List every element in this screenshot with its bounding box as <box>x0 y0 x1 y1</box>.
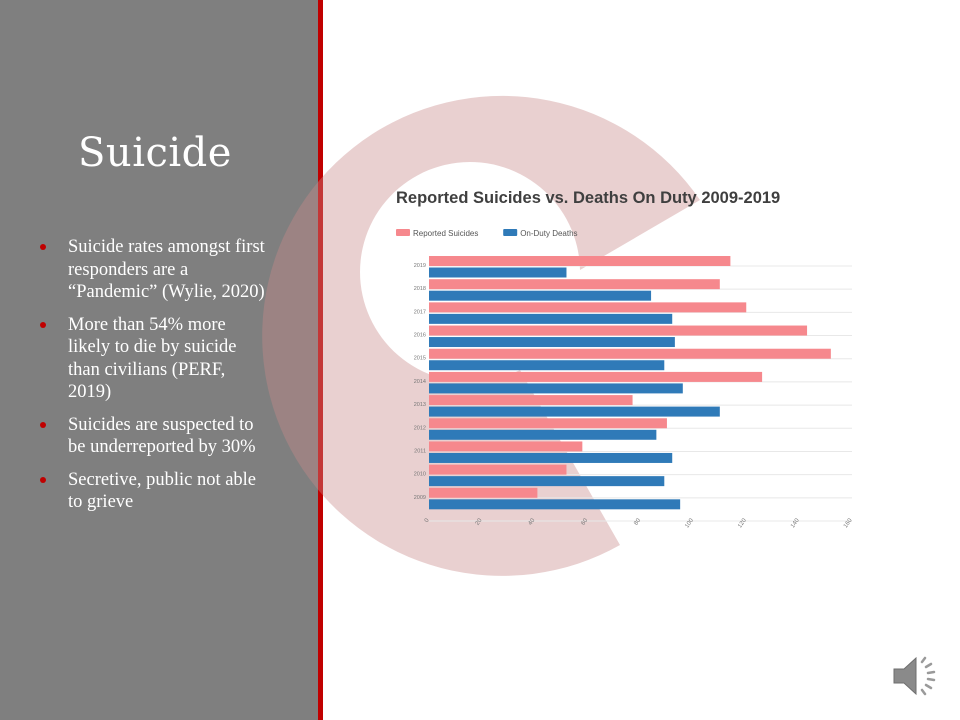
bar-reported-suicides <box>429 325 808 336</box>
bullet-item: Secretive, public not able to grieve <box>38 469 270 514</box>
bullet-item: Suicides are suspected to be underreport… <box>38 414 270 459</box>
slide-title: Suicide <box>78 130 232 176</box>
y-tick-label: 2012 <box>414 425 426 431</box>
y-axis-labels: 2019 2018 2017 2016 2015 2014 2013 2012 2011 2010… <box>414 263 426 501</box>
bar-reported-suicides <box>429 256 731 266</box>
bullet-dot <box>40 476 46 483</box>
bar-reported-suicides <box>429 464 567 475</box>
bullet-text: Suicides are suspected to be underreport… <box>68 414 256 458</box>
legend-swatch <box>503 229 518 236</box>
bar-reported-suicides <box>429 395 633 406</box>
watermark-arc <box>262 95 700 576</box>
chart-bars <box>429 256 831 510</box>
left-panel <box>0 0 318 720</box>
y-tick-label: 2009 <box>414 495 426 501</box>
bar-on-duty-deaths <box>429 360 665 371</box>
x-tick-label: 20 <box>475 517 484 526</box>
bullet-dot <box>40 244 46 250</box>
x-tick-label: 100 <box>684 517 695 529</box>
bullet-list: Suicide rates amongst first responders a… <box>38 236 270 524</box>
x-tick-label: 0 <box>424 517 431 524</box>
y-tick-label: 2015 <box>414 356 426 362</box>
y-tick-label: 2014 <box>414 379 426 385</box>
bar-on-duty-deaths <box>429 406 720 417</box>
bullet-dot <box>40 321 46 328</box>
legend-label: On-Duty Deaths <box>520 229 577 238</box>
y-tick-label: 2017 <box>414 309 426 315</box>
divider <box>318 0 323 720</box>
legend-label: Reported Suicides <box>413 229 478 238</box>
bar-on-duty-deaths <box>429 476 665 487</box>
bar-on-duty-deaths <box>429 499 681 510</box>
bar-reported-suicides <box>429 348 831 359</box>
y-tick-label: 2013 <box>414 402 426 408</box>
y-tick-label: 2016 <box>414 333 426 339</box>
y-tick-label: 2010 <box>414 472 426 478</box>
bar-on-duty-deaths <box>429 383 683 394</box>
bullet-text: Suicide rates amongst first responders a… <box>68 237 265 302</box>
bar-reported-suicides <box>429 302 747 313</box>
bar-on-duty-deaths <box>429 452 673 463</box>
bullet-item: More than 54% more likely to die by suic… <box>38 314 270 404</box>
x-tick-label: 60 <box>581 517 590 526</box>
y-tick-label: 2018 <box>414 286 426 292</box>
x-tick-label: 160 <box>843 517 854 529</box>
legend-swatch <box>396 229 410 236</box>
bullet-text: More than 54% more likely to die by suic… <box>68 314 237 403</box>
speaker-icon[interactable] <box>890 652 944 700</box>
bar-reported-suicides <box>429 418 667 429</box>
x-axis-labels: 0 20 40 60 80 100 120 140 160 <box>424 517 854 529</box>
bar-on-duty-deaths <box>429 267 567 278</box>
bullet-item: Suicide rates amongst first responders a… <box>38 236 270 304</box>
x-tick-label: 140 <box>790 517 801 529</box>
bar-reported-suicides <box>429 279 720 290</box>
chart-legend: Reported Suicides On-Duty Deaths <box>396 229 578 238</box>
x-tick-label: 40 <box>528 517 537 526</box>
chart-title: Reported Suicides vs. Deaths On Duty 200… <box>396 189 780 207</box>
bar-on-duty-deaths <box>429 313 673 324</box>
bullet-dot <box>40 421 46 428</box>
bar-on-duty-deaths <box>429 429 657 440</box>
watermark-logo <box>262 95 700 576</box>
y-tick-label: 2011 <box>414 448 426 454</box>
bar-on-duty-deaths <box>429 290 652 301</box>
bullet-text: Secretive, public not able to grieve <box>68 469 257 513</box>
x-tick-label: 120 <box>737 517 748 529</box>
bar-reported-suicides <box>429 487 538 498</box>
y-tick-label: 2019 <box>414 263 426 269</box>
bar-reported-suicides <box>429 371 763 382</box>
bar-reported-suicides <box>429 441 583 452</box>
bar-on-duty-deaths <box>429 337 675 348</box>
x-tick-label: 80 <box>633 517 642 526</box>
